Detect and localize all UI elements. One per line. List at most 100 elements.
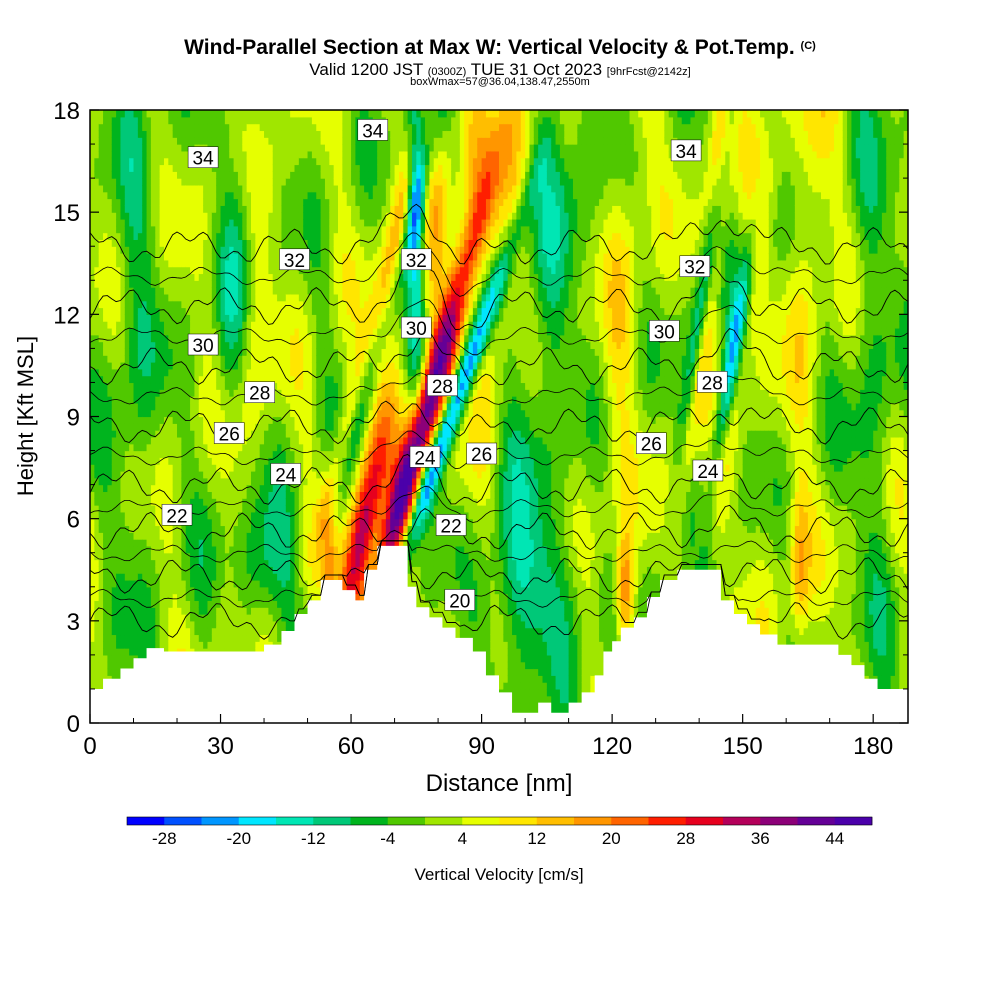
velocity-cell — [268, 198, 274, 206]
velocity-cell — [207, 198, 213, 206]
velocity-cell — [311, 334, 317, 343]
velocity-cell — [194, 525, 200, 533]
velocity-cell — [211, 402, 217, 411]
velocity-cell — [285, 232, 291, 241]
velocity-cell — [242, 539, 248, 547]
velocity-cell — [311, 362, 317, 370]
velocity-cell — [98, 586, 104, 595]
velocity-cell — [324, 470, 330, 479]
velocity-cell — [177, 641, 182, 649]
velocity-cell — [268, 443, 274, 452]
velocity-cell — [198, 293, 204, 302]
velocity-cell — [316, 573, 322, 581]
velocity-cell — [103, 232, 108, 241]
velocity-cell — [163, 110, 169, 118]
velocity-cell — [190, 505, 196, 513]
velocity-cell — [190, 382, 196, 390]
velocity-cell — [168, 559, 174, 567]
velocity-cell — [124, 600, 130, 608]
velocity-cell — [281, 593, 287, 601]
velocity-cell — [181, 184, 187, 193]
velocity-cell — [111, 430, 117, 438]
velocity-cell — [133, 191, 139, 200]
velocity-cell — [207, 300, 213, 309]
velocity-cell — [250, 212, 256, 220]
velocity-cell — [294, 450, 300, 458]
velocity-cell — [207, 464, 213, 472]
velocity-cell — [177, 157, 182, 166]
velocity-cell — [181, 627, 187, 636]
velocity-cell — [163, 355, 169, 363]
velocity-cell — [259, 491, 265, 499]
velocity-cell — [124, 470, 130, 479]
velocity-cell — [211, 273, 217, 281]
velocity-cell — [294, 123, 300, 132]
velocity-cell — [281, 178, 287, 186]
velocity-cell — [155, 280, 161, 288]
velocity-cell — [237, 634, 243, 642]
velocity-cell — [290, 123, 296, 132]
velocity-cell — [116, 300, 122, 309]
velocity-cell — [237, 573, 243, 581]
velocity-cell — [146, 253, 152, 261]
velocity-cell — [159, 409, 165, 418]
velocity-cell — [94, 430, 100, 438]
velocity-cell — [133, 436, 139, 445]
velocity-cell — [224, 157, 230, 166]
velocity-cell — [298, 191, 304, 200]
velocity-cell — [272, 375, 278, 384]
velocity-cell — [181, 464, 187, 472]
velocity-cell — [168, 477, 174, 486]
velocity-cell — [311, 505, 317, 513]
velocity-cell — [216, 607, 222, 615]
velocity-cell — [124, 273, 130, 281]
velocity-cell — [168, 620, 174, 629]
velocity-cell — [124, 321, 130, 329]
velocity-cell — [172, 491, 178, 499]
velocity-cell — [111, 545, 117, 554]
velocity-cell — [216, 293, 222, 302]
velocity-cell — [259, 484, 265, 493]
velocity-cell — [177, 218, 182, 227]
velocity-cell — [129, 164, 135, 172]
velocity-cell — [268, 123, 274, 132]
velocity-cell — [142, 321, 148, 329]
velocity-cell — [207, 443, 213, 452]
velocity-cell — [207, 396, 213, 404]
velocity-cell — [116, 116, 122, 125]
velocity-cell — [137, 348, 143, 356]
velocity-cell — [129, 648, 135, 656]
velocity-cell — [246, 157, 252, 166]
velocity-cell — [124, 225, 130, 234]
velocity-cell — [120, 525, 126, 533]
velocity-cell — [229, 205, 235, 213]
velocity-cell — [155, 430, 161, 438]
velocity-cell — [324, 573, 330, 581]
velocity-cell — [233, 116, 239, 125]
velocity-cell — [307, 559, 313, 567]
velocity-cell — [137, 457, 143, 465]
velocity-cell — [103, 620, 108, 629]
velocity-cell — [107, 430, 113, 438]
velocity-cell — [103, 144, 108, 152]
velocity-cell — [111, 559, 117, 567]
velocity-cell — [259, 253, 265, 261]
velocity-cell — [264, 171, 269, 179]
velocity-cell — [111, 382, 117, 390]
velocity-cell — [277, 573, 283, 581]
velocity-cell — [159, 566, 165, 574]
velocity-cell — [116, 559, 122, 567]
velocity-cell — [168, 314, 174, 322]
velocity-cell — [116, 539, 122, 547]
velocity-cell — [94, 239, 100, 247]
velocity-cell — [298, 389, 304, 397]
velocity-cell — [116, 457, 122, 465]
velocity-cell — [250, 505, 256, 513]
velocity-cell — [120, 225, 126, 234]
velocity-cell — [133, 648, 139, 656]
velocity-cell — [268, 457, 274, 465]
velocity-cell — [155, 362, 161, 370]
velocity-cell — [124, 423, 130, 431]
velocity-cell — [120, 416, 126, 424]
velocity-cell — [198, 368, 204, 377]
